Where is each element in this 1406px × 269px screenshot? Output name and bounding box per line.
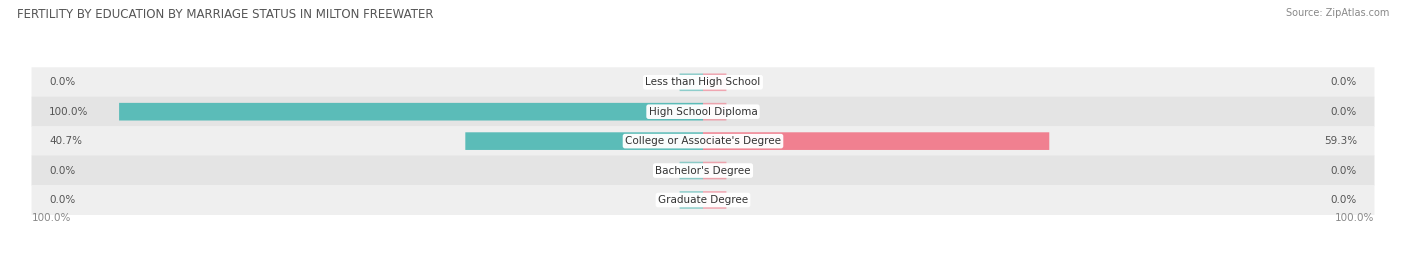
Text: 0.0%: 0.0% <box>49 195 76 205</box>
Text: 40.7%: 40.7% <box>49 136 82 146</box>
Text: Source: ZipAtlas.com: Source: ZipAtlas.com <box>1285 8 1389 18</box>
FancyBboxPatch shape <box>120 103 703 121</box>
FancyBboxPatch shape <box>31 185 1375 215</box>
FancyBboxPatch shape <box>703 103 727 121</box>
Text: Less than High School: Less than High School <box>645 77 761 87</box>
FancyBboxPatch shape <box>703 132 1049 150</box>
Text: 100.0%: 100.0% <box>49 107 89 117</box>
FancyBboxPatch shape <box>31 155 1375 186</box>
Text: 0.0%: 0.0% <box>1330 77 1357 87</box>
FancyBboxPatch shape <box>703 73 727 91</box>
FancyBboxPatch shape <box>31 67 1375 97</box>
Text: 100.0%: 100.0% <box>1336 213 1375 223</box>
FancyBboxPatch shape <box>703 162 727 179</box>
Text: 0.0%: 0.0% <box>1330 107 1357 117</box>
FancyBboxPatch shape <box>31 126 1375 156</box>
Text: 0.0%: 0.0% <box>1330 165 1357 176</box>
Text: 59.3%: 59.3% <box>1324 136 1357 146</box>
Text: 0.0%: 0.0% <box>49 77 76 87</box>
Text: College or Associate's Degree: College or Associate's Degree <box>626 136 780 146</box>
Text: High School Diploma: High School Diploma <box>648 107 758 117</box>
Text: Bachelor's Degree: Bachelor's Degree <box>655 165 751 176</box>
FancyBboxPatch shape <box>679 73 703 91</box>
Text: FERTILITY BY EDUCATION BY MARRIAGE STATUS IN MILTON FREEWATER: FERTILITY BY EDUCATION BY MARRIAGE STATU… <box>17 8 433 21</box>
FancyBboxPatch shape <box>465 132 703 150</box>
Text: 100.0%: 100.0% <box>31 213 70 223</box>
FancyBboxPatch shape <box>679 191 703 209</box>
FancyBboxPatch shape <box>703 191 727 209</box>
FancyBboxPatch shape <box>31 97 1375 127</box>
Text: 0.0%: 0.0% <box>1330 195 1357 205</box>
FancyBboxPatch shape <box>679 162 703 179</box>
Text: Graduate Degree: Graduate Degree <box>658 195 748 205</box>
Text: 0.0%: 0.0% <box>49 165 76 176</box>
